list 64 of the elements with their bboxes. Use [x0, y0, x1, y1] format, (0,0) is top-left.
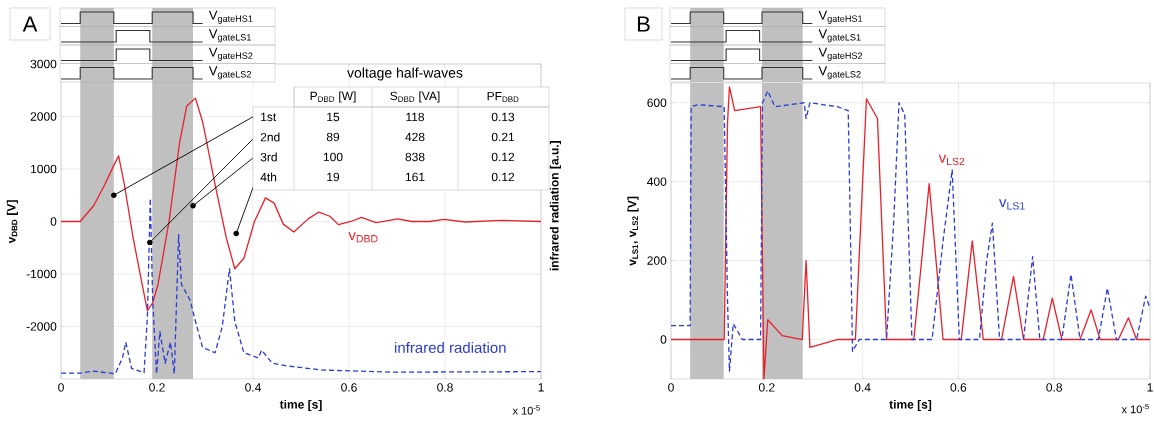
- x-tick-label: 0.4: [854, 383, 871, 392]
- annotation: PF$_{DBD}$: [487, 91, 519, 103]
- annotation: 0.12: [491, 152, 515, 162]
- annotation: 0.21: [491, 132, 515, 142]
- y-tick-label: 200: [647, 256, 667, 265]
- series-label: infrared radiation: [395, 341, 506, 353]
- x-tick-label: 0.6: [950, 383, 967, 392]
- y-tick-label: 1000: [31, 164, 57, 174]
- annotation: 15: [327, 112, 340, 122]
- annotation: 1st: [261, 112, 277, 122]
- annotation: 89: [326, 132, 340, 142]
- text: V$_{gateHS1}$: [208, 10, 253, 24]
- annotation: 428: [405, 132, 425, 142]
- annotation: 19: [327, 172, 340, 182]
- series-label: v$_{LS2}$: [938, 154, 965, 166]
- annotation: 2nd: [260, 132, 280, 142]
- y2-axis-title: infrared radiation [a.u.]: [549, 141, 561, 271]
- x-tick-label: 0: [58, 383, 64, 392]
- text: x 10$^{-5}$: [512, 405, 540, 415]
- x-axis-title: time [s]: [279, 399, 322, 412]
- text: V$_{gateLS2}$: [818, 66, 861, 80]
- line-series: [60, 197, 542, 375]
- text: V$_{gateLS1}$: [208, 29, 251, 43]
- y-tick-label: 400: [647, 177, 667, 186]
- x-tick-label: 1: [1147, 383, 1153, 392]
- y-tick-label: -2000: [26, 322, 57, 331]
- annotation: 100: [323, 152, 343, 162]
- annotation: voltage half-waves: [347, 67, 463, 81]
- text: V$_{gateLS1}$: [818, 29, 861, 43]
- x-tick-label: 0.8: [1046, 383, 1063, 392]
- x-axis-title: time [s]: [889, 399, 932, 412]
- annotation: 118: [406, 112, 425, 122]
- annotation: V$_{gateLS2}$: [208, 66, 251, 80]
- y-tick-label: 0: [660, 335, 667, 344]
- x-tick-label: 0.6: [341, 383, 357, 392]
- annotation: S$_{DBD}$ [VA]: [390, 91, 440, 103]
- x-tick-label: 0.8: [437, 383, 453, 392]
- text: V$_{gateHS1}$: [818, 10, 863, 24]
- text: V$_{gateHS2}$: [208, 47, 253, 61]
- x-tick-label: 0.2: [758, 383, 775, 392]
- series-label: v$_{LS1}$: [999, 199, 1025, 210]
- y-tick-label: 3000: [30, 59, 57, 69]
- y-tick-label: 0: [50, 217, 57, 226]
- x-tick-label: 1: [538, 383, 544, 392]
- text: B: [637, 16, 650, 32]
- annotation: 3rd: [260, 152, 277, 162]
- text: x 10$^{-5}$: [1121, 403, 1149, 414]
- x-tick-label: 0.4: [245, 383, 261, 392]
- annotation: 161: [405, 172, 425, 182]
- annotation: 838: [405, 152, 425, 162]
- text: V$_{gateHS2}$: [818, 47, 863, 61]
- x-tick-label: 0.2: [149, 383, 165, 392]
- x-tick-label: 0: [668, 383, 674, 392]
- y-tick-label: 2000: [30, 112, 57, 121]
- series-label: v$_{DBD}$: [348, 232, 378, 243]
- annotation: 4th: [260, 172, 277, 182]
- y-axis-title: v$_{DBD}$ [V]: [6, 200, 18, 244]
- text: A: [22, 16, 38, 32]
- y-tick-label: -1000: [26, 269, 57, 279]
- y-tick-label: 600: [647, 98, 667, 107]
- annotation: 0.12: [491, 172, 515, 182]
- y-axis-title: v$_{LS1}$, v$_{LS2}$ [V]: [627, 196, 639, 266]
- annotation: P$_{DBD}$ [W]: [310, 91, 356, 103]
- annotation: 0.13: [491, 112, 515, 122]
